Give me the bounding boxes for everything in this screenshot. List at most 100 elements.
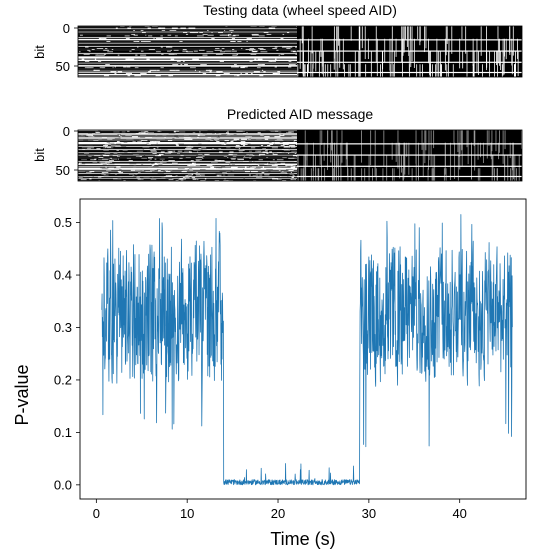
heatmap-stripe <box>368 155 370 181</box>
heatmap-speckle <box>250 153 254 155</box>
heatmap-stripe <box>393 51 395 77</box>
heatmap-row-band <box>78 131 297 133</box>
heatmap-speckle <box>117 177 123 179</box>
heatmap-speckle <box>78 137 84 139</box>
heatmap-speckle <box>161 149 168 150</box>
heatmap-speckle <box>196 149 203 150</box>
heatmap-speckle <box>218 135 220 137</box>
heatmap-speckle <box>145 137 153 139</box>
heatmap-stripe <box>395 142 397 162</box>
heatmap-speckle <box>172 137 175 139</box>
heatmap-stripe <box>449 142 451 180</box>
heatmap-speckle <box>92 161 98 163</box>
heatmap-stripe <box>416 64 418 77</box>
heatmap-speckle <box>173 150 176 152</box>
heatmap-speckle <box>269 144 274 146</box>
heatmap-speckle <box>156 169 161 170</box>
heatmap-speckle <box>248 154 253 156</box>
heatmap-speckle <box>106 169 112 171</box>
heatmap-speckle <box>261 172 265 174</box>
heatmap-speckle <box>181 171 187 173</box>
heatmap-stripe <box>398 142 400 156</box>
heatmap-row-band <box>78 68 297 70</box>
heatmap-speckle <box>168 133 176 135</box>
heatmap-speckle <box>200 64 207 66</box>
heatmap-speckle <box>132 141 136 143</box>
heatmap-row-band <box>78 136 297 138</box>
heatmap-speckle <box>81 147 88 149</box>
heatmap-speckle <box>174 35 178 37</box>
heatmap-speckle <box>179 157 183 159</box>
heatmap-stripe <box>446 64 448 77</box>
heatmap-speckle <box>238 159 244 161</box>
heatmap-speckle <box>128 58 135 60</box>
heatmap-stripe <box>303 64 305 77</box>
heatmap-speckle <box>250 73 253 74</box>
heatmap-speckle <box>160 46 163 48</box>
heatmap-speckle <box>161 168 165 170</box>
heatmap-speckle <box>147 27 151 29</box>
heatmap-speckle <box>152 177 154 179</box>
heatmap-speckle <box>245 136 252 138</box>
heatmap-speckle <box>288 146 291 148</box>
heatmap-speckle <box>214 133 216 135</box>
heatmap-stripe <box>495 130 497 152</box>
heatmap-speckle <box>234 64 237 66</box>
heatmap-speckle <box>216 174 222 176</box>
heatmap-speckle <box>231 35 236 37</box>
heatmap-speckle <box>161 130 168 131</box>
heatmap-speckle <box>259 174 263 176</box>
heatmap-speckle <box>158 130 161 132</box>
heatmap-stripe <box>496 168 498 181</box>
heatmap-speckle <box>221 165 226 167</box>
heatmap-stripe <box>392 168 393 181</box>
heatmap-speckle <box>159 161 167 163</box>
heatmap-row-band <box>78 66 297 68</box>
heatmap-stripe <box>422 142 424 178</box>
heatmap-row-band <box>78 132 297 134</box>
heatmap-predicted-panel: Predicted AID message 0 50 bit <box>32 106 523 182</box>
heatmap-testing-cells <box>78 26 522 77</box>
heatmap-stripe <box>403 26 405 50</box>
heatmap-row-band <box>78 67 297 69</box>
heatmap-speckle <box>223 156 228 158</box>
heatmap-speckle <box>189 169 194 171</box>
heatmap-row-band <box>78 144 297 146</box>
heatmap-speckle <box>282 33 285 35</box>
heatmap-stripe <box>425 26 427 49</box>
heatmap-stripe <box>418 142 419 179</box>
heatmap-speckle <box>111 145 116 147</box>
heatmap-speckle <box>78 130 83 131</box>
heatmap-speckle <box>78 145 83 147</box>
heatmap-speckle <box>135 173 138 175</box>
heatmap-row-band <box>78 53 297 55</box>
heatmap-speckle <box>103 155 110 157</box>
heatmap-speckle <box>271 161 278 163</box>
heatmap-speckle <box>267 145 271 146</box>
heatmap-speckle <box>193 149 198 151</box>
heatmap-gap <box>297 165 522 167</box>
heatmap-speckle <box>145 171 153 173</box>
heatmap-speckle <box>264 173 270 175</box>
heatmap-stripe <box>302 168 304 181</box>
heatmap-speckle <box>192 58 199 60</box>
heatmap-speckle <box>107 51 114 53</box>
heatmap-stripe <box>370 130 372 166</box>
heatmap-speckle <box>240 73 242 74</box>
heatmap-speckle <box>266 169 273 170</box>
heatmap-stripe <box>359 51 361 77</box>
heatmap-speckle <box>172 29 174 31</box>
heatmap-speckle <box>79 163 86 165</box>
heatmap-speckle <box>97 132 99 134</box>
pvalue-ytick-label: 0.4 <box>54 268 72 283</box>
heatmap-speckle <box>283 144 289 146</box>
heatmap-speckle <box>263 32 269 34</box>
heatmap-speckle <box>205 69 213 71</box>
heatmap-speckle <box>199 32 204 34</box>
heatmap-speckle <box>249 48 255 50</box>
heatmap-speckle <box>103 49 109 51</box>
heatmap-stripe <box>494 51 496 77</box>
heatmap-stripe <box>461 130 463 150</box>
heatmap-speckle <box>130 169 136 171</box>
heatmap-speckle <box>288 157 295 159</box>
